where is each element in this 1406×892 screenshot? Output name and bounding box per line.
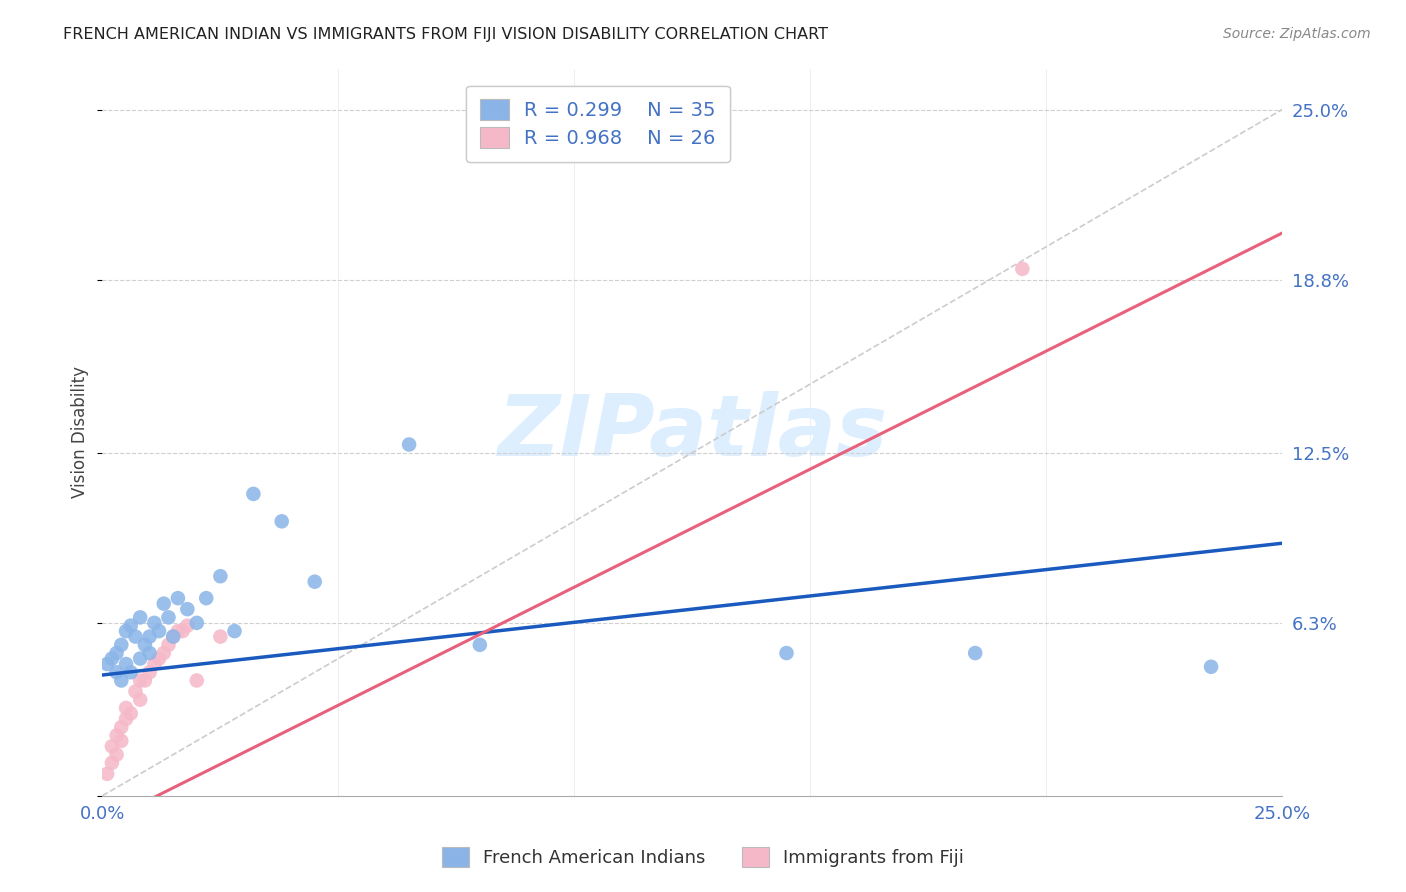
Point [124,630,146,644]
Point [148,624,170,639]
Point [96,657,118,671]
Point [186,673,208,688]
Point [152,597,174,611]
Point [129,610,152,624]
Point [138,630,160,644]
Point [1011,261,1033,276]
Y-axis label: Vision Disability: Vision Disability [72,366,89,498]
Point [129,651,152,665]
Point [110,638,132,652]
Point [134,638,156,652]
Point [101,739,124,754]
Point [152,646,174,660]
Point [965,646,987,660]
Point [105,646,128,660]
Point [129,692,152,706]
Point [101,756,124,770]
Point [120,665,142,680]
Point [209,569,232,583]
Point [96,766,118,780]
Text: ZIPatlas: ZIPatlas [496,391,887,474]
Point [105,665,128,680]
Point [143,657,166,671]
Text: FRENCH AMERICAN INDIAN VS IMMIGRANTS FROM FIJI VISION DISABILITY CORRELATION CHA: FRENCH AMERICAN INDIAN VS IMMIGRANTS FRO… [63,27,828,42]
Point [115,712,138,726]
Legend: R = 0.299    N = 35, R = 0.968    N = 26: R = 0.299 N = 35, R = 0.968 N = 26 [465,86,730,162]
Point [129,673,152,688]
Point [162,630,184,644]
Point [120,706,142,721]
Point [398,437,420,451]
Point [270,514,292,528]
Point [157,610,180,624]
Point [304,574,326,589]
Point [1199,660,1222,674]
Point [172,624,194,639]
Point [120,618,142,632]
Point [101,651,124,665]
Point [115,701,138,715]
Point [224,624,246,639]
Point [110,734,132,748]
Point [115,657,138,671]
Point [110,673,132,688]
Point [148,651,170,665]
Point [167,624,190,639]
Point [209,630,232,644]
Point [115,624,138,639]
Point [186,615,208,630]
Point [775,646,797,660]
Point [138,665,160,680]
Point [157,638,180,652]
Point [176,618,198,632]
Point [110,720,132,734]
Point [105,747,128,762]
Point [143,615,166,630]
Point [134,673,156,688]
Point [105,728,128,742]
Point [242,487,264,501]
Point [138,646,160,660]
Point [162,630,184,644]
Point [124,684,146,698]
Text: Source: ZipAtlas.com: Source: ZipAtlas.com [1223,27,1371,41]
Point [195,591,218,606]
Legend: French American Indians, Immigrants from Fiji: French American Indians, Immigrants from… [434,839,972,874]
Point [176,602,198,616]
Point [167,591,190,606]
Point [468,638,491,652]
